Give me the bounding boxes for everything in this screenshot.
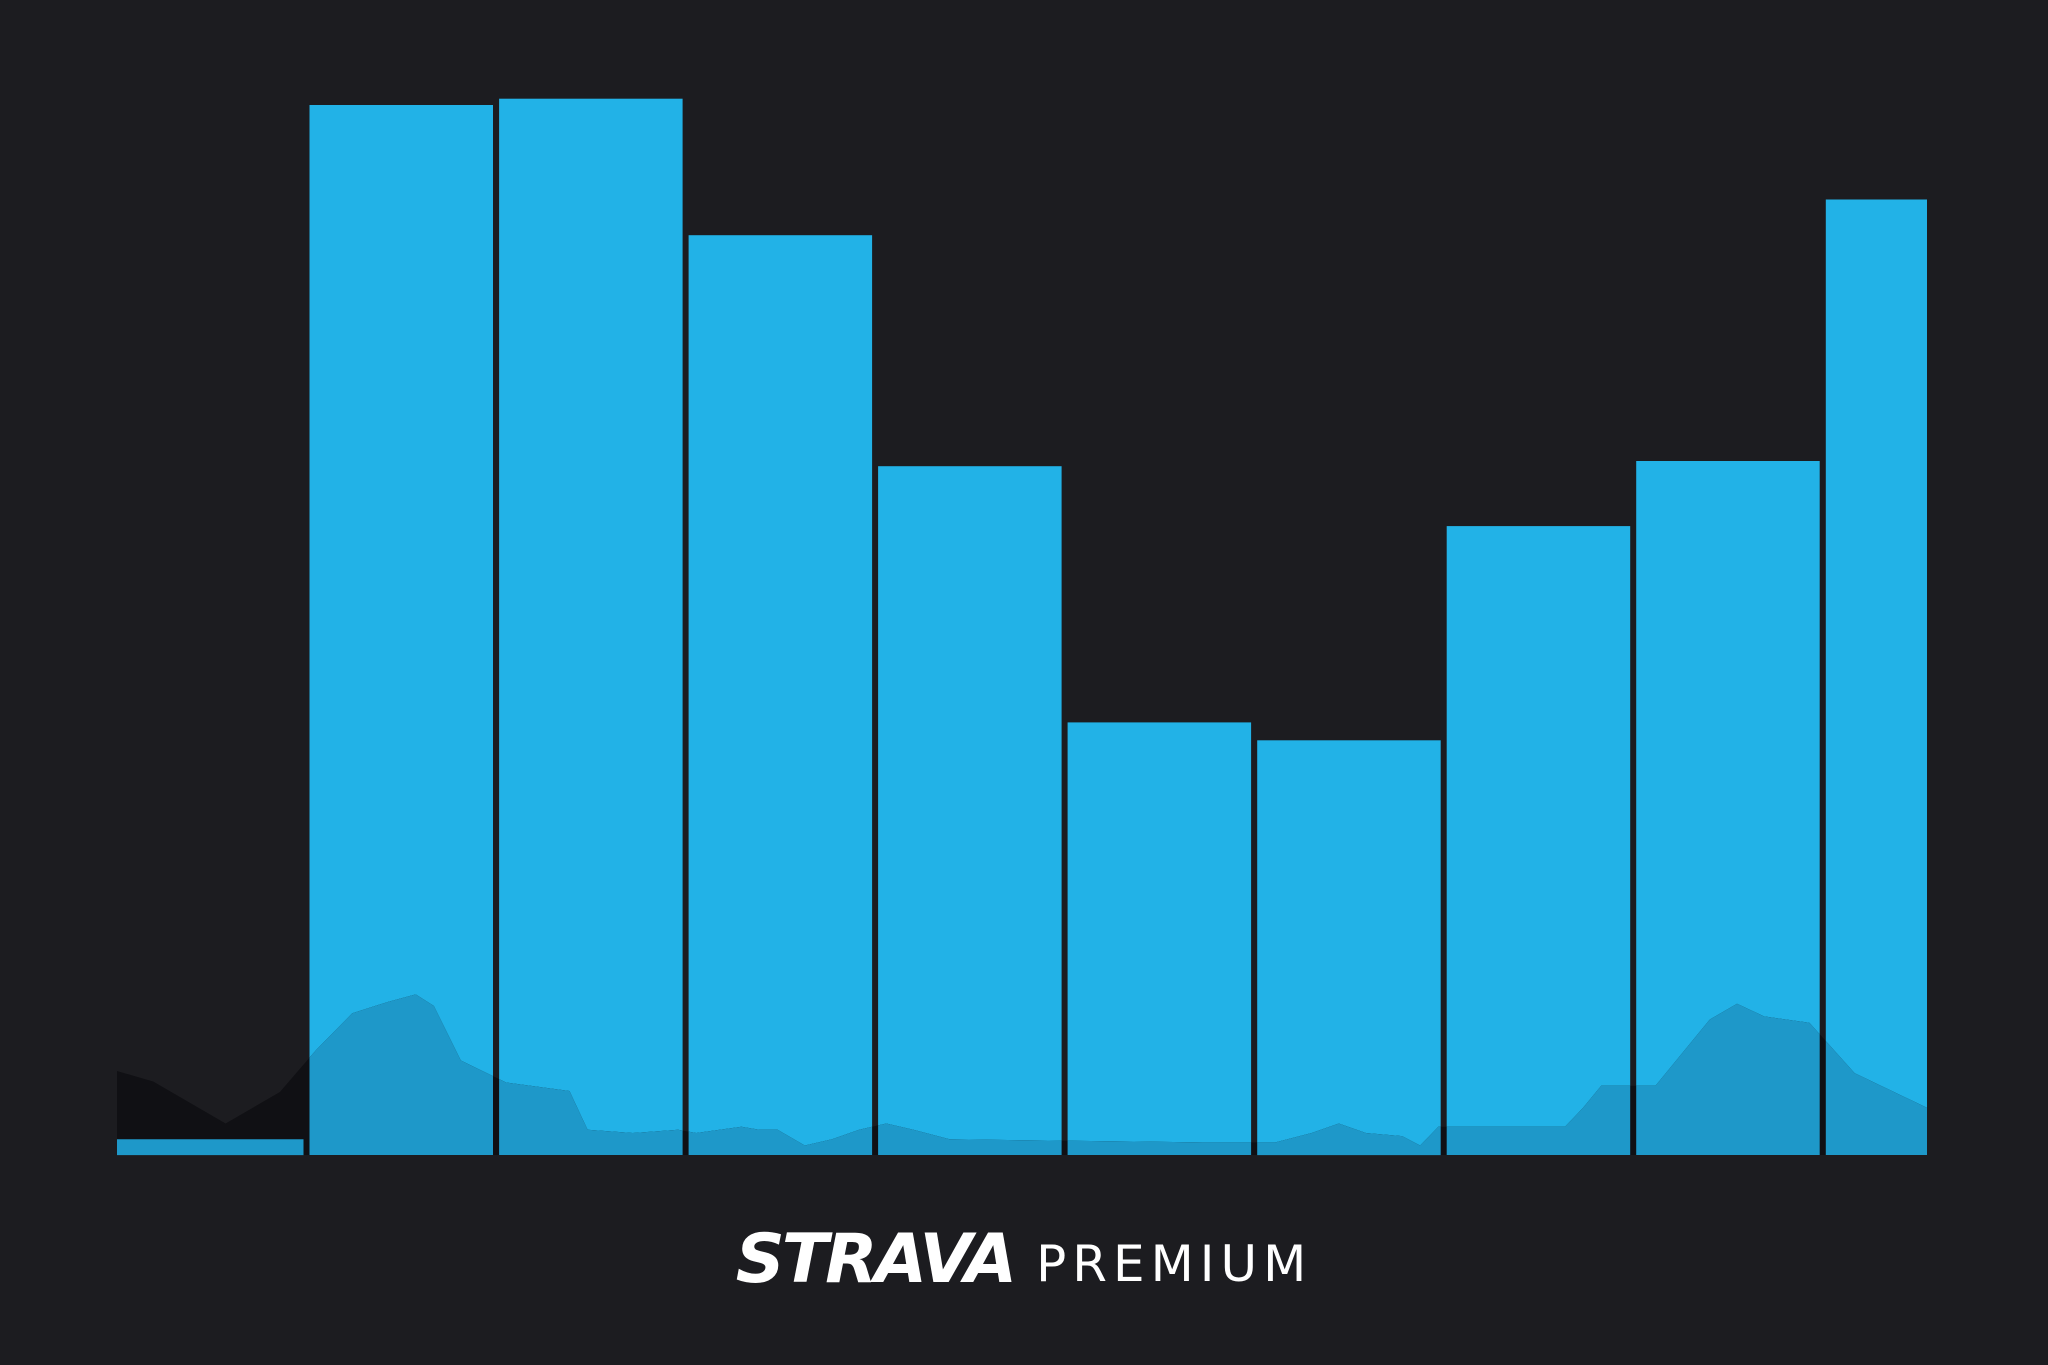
strava-logo: STRAVA <box>735 1220 1017 1299</box>
bar-5 <box>878 466 1062 1155</box>
bars-layer <box>117 98 1927 1156</box>
bar-4 <box>688 235 873 1155</box>
bar-8 <box>1446 526 1631 1155</box>
bar-6 <box>1067 722 1252 1155</box>
elevation-profile-layer <box>117 994 1927 1155</box>
elevation-profile-over-bars <box>117 994 1927 1155</box>
bar-2 <box>309 105 493 1155</box>
premium-label: PREMIUM <box>1036 1235 1313 1293</box>
bar-7 <box>1257 740 1441 1156</box>
bar-3 <box>499 98 683 1156</box>
brand-lockup: STRAVA PREMIUM <box>0 1226 2048 1294</box>
bar-10 <box>1825 199 1927 1155</box>
